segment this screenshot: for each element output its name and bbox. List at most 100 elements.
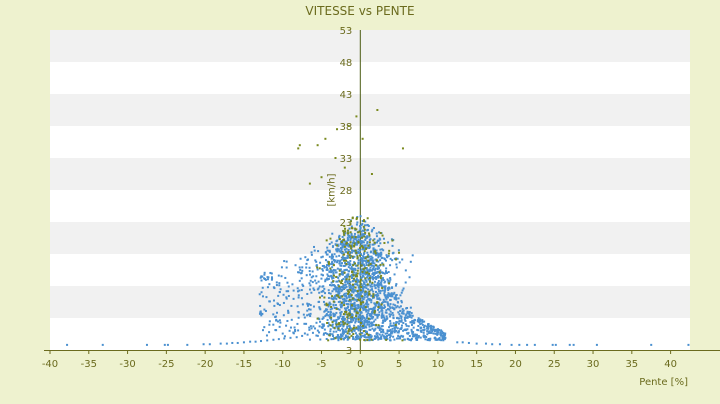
data-point [312,305,315,308]
data-point [331,254,334,257]
data-point [352,319,355,322]
data-point [366,255,369,258]
data-point [359,303,362,306]
data-point [410,323,413,326]
data-point [375,235,378,238]
data-point [354,238,357,241]
data-point [355,217,358,220]
data-point [371,317,374,320]
data-point [426,339,429,342]
data-point [389,306,392,309]
data-point [352,291,355,294]
data-point [332,255,335,258]
data-point [285,297,288,300]
data-point [339,295,342,298]
data-point [259,311,262,314]
data-point [334,243,337,246]
data-point [428,325,431,328]
data-point [368,234,371,237]
data-point [335,240,338,243]
data-point [358,299,361,302]
data-point [371,327,374,330]
data-point [307,308,310,311]
data-point [346,251,349,254]
data-point [370,288,373,291]
data-point [441,334,444,337]
data-point [366,295,369,298]
data-point [368,280,371,283]
data-point [282,314,285,317]
data-point [409,314,412,317]
data-point [314,279,317,282]
data-point [277,294,280,297]
data-point [411,331,414,334]
data-point [427,326,430,329]
data-point [347,274,350,277]
data-point [336,261,339,264]
data-point [275,284,278,287]
data-point [356,295,359,298]
data-point [395,257,398,260]
data-point [318,296,321,299]
data-point [390,313,393,316]
data-point [399,294,402,297]
data-point [363,244,366,247]
data-point [371,312,374,315]
data-point [334,294,337,297]
data-point [350,244,353,247]
data-point [301,269,304,272]
data-point [364,257,367,260]
data-point [361,263,364,266]
data-point [384,288,387,291]
data-point [347,233,350,236]
data-point [339,268,342,271]
y-tick-label: 3 [346,346,352,357]
data-point [346,229,349,232]
data-point [360,286,363,289]
data-point [331,297,334,300]
data-point [322,323,325,326]
data-point [368,259,371,262]
data-point [337,325,340,328]
data-point [332,330,335,333]
data-point [400,319,403,322]
data-point [339,320,342,323]
data-point [331,277,334,280]
data-point [300,289,303,292]
data-point [475,342,478,345]
data-point [389,257,392,260]
data-point [374,287,377,290]
data-point [388,308,391,311]
data-point [263,277,266,280]
data-point [309,284,312,287]
data-point [367,303,370,306]
data-point [374,302,377,305]
data-point [350,313,353,316]
data-point [415,334,418,337]
data-point [310,251,313,254]
data-point [350,290,353,293]
data-point [346,242,349,245]
data-point [421,323,424,326]
data-point [338,308,341,311]
data-point [337,316,340,319]
data-point [415,333,418,336]
data-point [394,294,397,297]
data-point [339,311,342,314]
data-point [363,228,366,231]
data-point [366,283,369,286]
data-point [335,249,338,252]
data-point [351,330,354,333]
data-point [376,109,379,111]
data-point [417,329,420,332]
data-point [278,284,281,287]
data-point [370,250,373,253]
data-point [339,334,342,337]
data-point [335,306,338,309]
data-point [365,247,368,250]
data-point [342,287,345,290]
data-point [351,316,354,319]
data-point [303,316,306,319]
x-tick-label: -10 [275,359,291,370]
data-point [357,304,360,307]
